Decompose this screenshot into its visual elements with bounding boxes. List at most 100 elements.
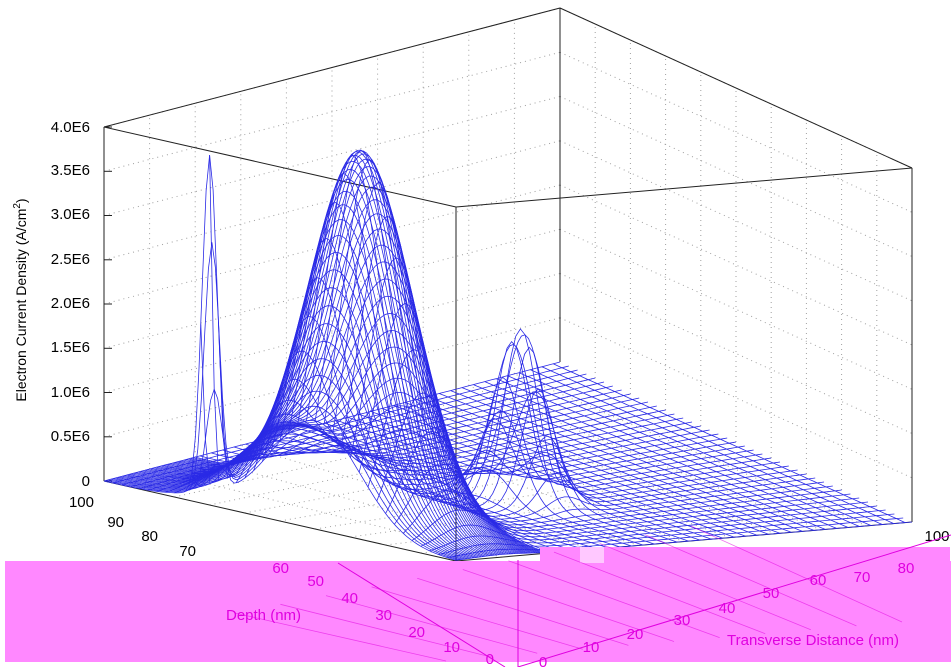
mesh-line-transverse [427,396,780,534]
mesh-line-transverse [553,363,906,523]
mesh-line-transverse [484,381,837,529]
mesh-line-transverse [126,251,479,558]
overlay-grid-line [371,586,583,650]
mesh-line-transverse [290,410,644,546]
z-axis-ticks: 0 0.5E6 1.0E6 1.5E6 2.0E6 2.5E6 3.0E6 3.… [51,119,90,490]
mesh-line-transverse [108,388,461,560]
overlay-grid-line [234,612,447,662]
mesh-line-transverse [450,390,803,532]
grid-line [559,51,913,213]
overlay-axis-line [337,562,506,667]
box-edge [559,7,913,169]
depth-tick-label: 70 [179,543,196,560]
depth-tick-label: 80 [141,528,158,545]
mesh-line-transverse [404,402,758,536]
mesh-line-transverse [140,169,493,556]
mesh-line-depth [306,154,763,504]
transverse-tick-label: 50 [763,585,780,602]
depth-tick-label: 50 [307,573,324,590]
z-tick-label: 0.5E6 [51,428,90,445]
overlay-band [5,561,951,662]
transverse-tick-label: 40 [719,600,736,617]
overlay-grid-line [462,569,675,642]
z-tick-label: 1.5E6 [51,339,90,356]
mesh-line-transverse [416,399,769,535]
mesh-line-transverse [268,437,621,548]
overlay-grid-line [645,534,857,627]
transverse-tick-label: 20 [627,626,644,643]
depth-tick-label: 20 [408,624,425,641]
depth-tick-label: 90 [107,514,124,531]
z-tick-label: 3.5E6 [51,162,90,179]
transverse-tick-label: 80 [898,560,915,577]
overlay-axis-line [517,534,951,667]
box-edge [103,480,457,562]
depth-tick-label: 40 [341,590,358,607]
grid-line [559,228,913,390]
mesh-line-transverse [496,378,849,528]
grid-line [350,473,807,538]
grid-line [103,317,561,438]
mesh-line-transverse [325,391,678,543]
z-tick-label: 1.0E6 [51,384,90,401]
depth-tick-label: 100 [69,494,94,511]
box-edge [103,126,457,208]
z-axis-label: Electron Current Density (A/cm2) [12,198,29,401]
depth-axis-ticks: 100 90 80 70 [69,494,196,560]
z-tick-label: 2.0E6 [51,295,90,312]
mesh-line-transverse [256,440,609,549]
z-tick-label: 3.0E6 [51,206,90,223]
grid-line [331,421,685,542]
z-tick-label: 2.5E6 [51,251,90,268]
overlay-grid-line [417,577,629,646]
overlay-grid-line [599,543,811,631]
mesh-line-transverse [113,358,466,560]
mesh-line-depth [279,237,737,494]
mesh-line-transverse [279,434,632,547]
mesh-line-transverse [245,443,598,550]
mesh-line-transverse [439,393,792,533]
grid-line [240,444,593,550]
overlay-grid-line [553,551,766,635]
mesh-line-transverse [507,375,860,527]
grid-line [315,457,772,530]
overlay-ticks: 60 50 40 30 20 10 0 0 10 20 30 40 50 60 … [272,560,914,667]
box-edge [455,167,913,208]
overlay-grid-line [325,595,538,654]
mesh-line-transverse [370,411,723,539]
z-tick-label: 0 [82,473,90,490]
box-edge [103,7,561,128]
overlay-grid [234,525,951,667]
mesh-line-depth [244,378,701,479]
surface-mesh [103,149,913,561]
depth-axis-label: Depth (nm) [226,607,301,624]
transverse-tick-label: 60 [810,572,827,589]
mesh-line-depth [288,201,745,498]
mesh-line-transverse [124,269,477,558]
grid-line [149,468,502,558]
mesh-line-transverse [313,334,666,544]
mesh-line-transverse [518,372,872,526]
mesh-line-transverse [473,384,826,530]
transverse-axis-label: Transverse Distance (nm) [727,632,899,649]
depth-tick-label: 30 [375,607,392,624]
grid-line [103,273,561,393]
mesh-line-transverse [336,419,689,542]
grid-line [103,228,561,349]
transverse-tick-label: 0 [539,654,547,667]
mesh-line-transverse [154,153,507,555]
mesh-line-transverse [382,408,735,538]
mesh-line-transverse [530,369,883,525]
depth-tick-label: 10 [443,639,460,656]
grid-line [195,456,548,554]
overlay-notch [580,547,604,563]
mesh-line-depth [341,215,798,514]
mesh-line-depth [262,315,719,486]
transverse-tick-label: 30 [674,612,691,629]
mesh-line-transverse [347,416,701,541]
mesh-line-transverse [393,405,746,537]
depth-tick-label: 0 [486,651,494,667]
overlay-grid-line [690,525,903,623]
mesh-line-transverse [222,434,575,552]
